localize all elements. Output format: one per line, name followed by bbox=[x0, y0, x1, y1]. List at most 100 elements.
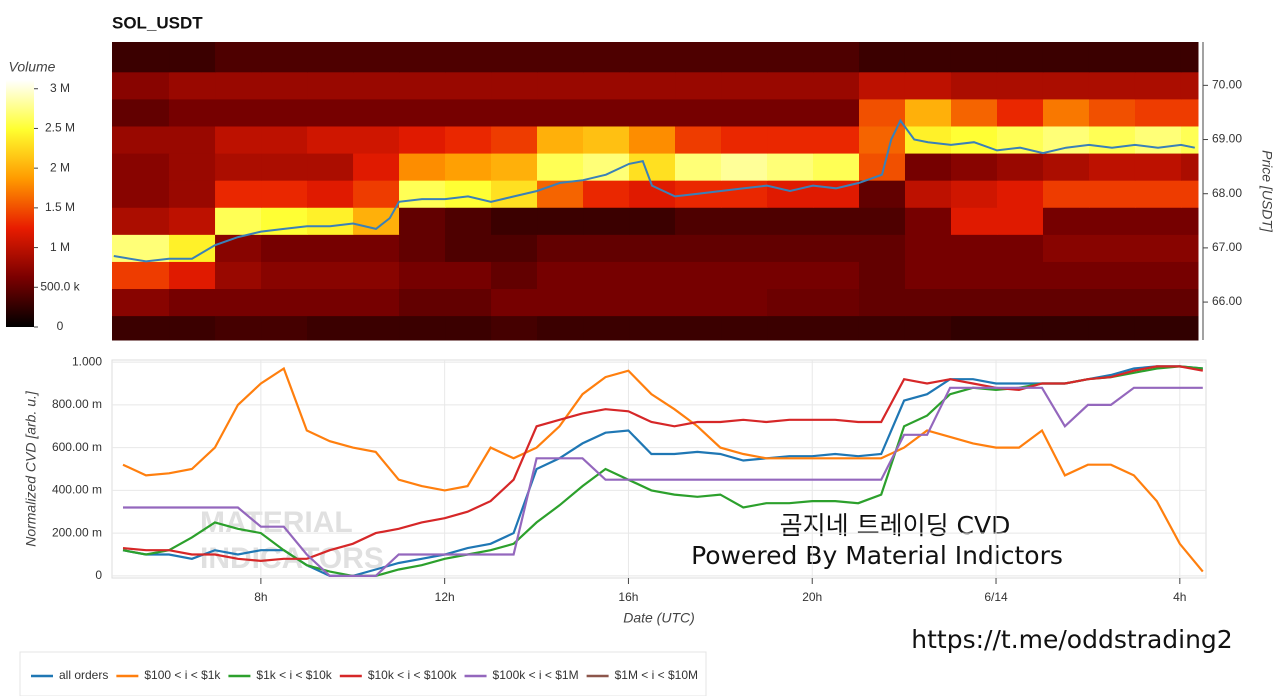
heatmap-cell bbox=[307, 42, 354, 73]
heatmap-cell bbox=[629, 288, 676, 317]
heatmap-cell bbox=[491, 315, 538, 341]
heatmap-cell bbox=[675, 153, 722, 181]
heatmap-cell bbox=[537, 98, 584, 127]
heatmap-cell bbox=[537, 180, 584, 208]
heatmap-cell bbox=[215, 71, 262, 100]
heatmap-cell bbox=[1042, 71, 1090, 100]
y-tick-label: 66.00 bbox=[1212, 294, 1242, 308]
y-tick-label: 600.00 m bbox=[52, 440, 102, 454]
heatmap-cell bbox=[767, 98, 814, 127]
heatmap-cell bbox=[169, 288, 216, 317]
heatmap-cell bbox=[353, 125, 400, 154]
heatmap-cell bbox=[445, 125, 492, 154]
heatmap-cell bbox=[491, 153, 538, 181]
y-tick-label: 400.00 m bbox=[52, 483, 102, 497]
heatmap-cell bbox=[1088, 261, 1136, 290]
heatmap-cell bbox=[629, 315, 676, 341]
heatmap-cell bbox=[112, 180, 170, 208]
heatmap-cell bbox=[261, 98, 308, 127]
cvd-line bbox=[122, 366, 1204, 573]
heatmap-cell bbox=[491, 288, 538, 317]
heatmap-cell bbox=[675, 71, 722, 100]
heatmap-cell bbox=[767, 180, 814, 208]
heatmap-cell bbox=[169, 71, 216, 100]
heatmap-cell bbox=[675, 315, 722, 341]
heatmap-cell bbox=[399, 261, 446, 290]
heatmap-cell bbox=[858, 98, 906, 127]
heatmap-cell bbox=[169, 42, 216, 73]
heatmap-cell bbox=[353, 42, 400, 73]
heatmap-cell bbox=[583, 125, 630, 154]
colorbar-label: Volume bbox=[9, 59, 56, 75]
heatmap-cell bbox=[767, 207, 814, 235]
heatmap-cell bbox=[1042, 153, 1090, 181]
heatmap-cell bbox=[1042, 234, 1090, 262]
x-tick-label: 16h bbox=[618, 590, 638, 604]
heatmap-cell bbox=[721, 71, 768, 100]
heatmap-cell bbox=[813, 71, 860, 100]
heatmap-cell bbox=[1042, 42, 1090, 73]
heatmap-cell bbox=[491, 180, 538, 208]
heatmap-cell bbox=[996, 153, 1044, 181]
y-tick-label: 70.00 bbox=[1212, 78, 1242, 92]
heatmap-cell bbox=[950, 234, 998, 262]
heatmap-cell bbox=[813, 261, 860, 290]
legend-label: $100 < i < $1k bbox=[144, 668, 221, 682]
heatmap-cell bbox=[675, 42, 722, 73]
heatmap-cell bbox=[675, 98, 722, 127]
legend-label: all orders bbox=[59, 668, 108, 682]
heatmap-cell bbox=[583, 234, 630, 262]
heatmap-cell bbox=[215, 234, 262, 262]
heatmap-cell bbox=[445, 207, 492, 235]
heatmap-cell bbox=[996, 98, 1044, 127]
heatmap-cell bbox=[1042, 98, 1090, 127]
heatmap-cell bbox=[950, 42, 998, 73]
heatmap-cell bbox=[813, 234, 860, 262]
heatmap-cell bbox=[1134, 180, 1182, 208]
heatmap-cell bbox=[491, 98, 538, 127]
heatmap-cell bbox=[1088, 180, 1136, 208]
heatmap-cell bbox=[445, 71, 492, 100]
heatmap-cell bbox=[675, 261, 722, 290]
heatmap-cell bbox=[261, 234, 308, 262]
heatmap-cell bbox=[307, 315, 354, 341]
heatmap-cell bbox=[169, 180, 216, 208]
heatmap-cell bbox=[583, 71, 630, 100]
y-tick-label: 68.00 bbox=[1212, 186, 1242, 200]
heatmap-cell bbox=[904, 315, 952, 341]
x-tick-label: 4h bbox=[1173, 590, 1186, 604]
heatmap-cell bbox=[261, 261, 308, 290]
legend-label: $100k < i < $1M bbox=[493, 668, 579, 682]
heatmap-cell bbox=[675, 207, 722, 235]
url: https://t.me/oddstrading2 bbox=[911, 625, 1232, 654]
heatmap-cell bbox=[904, 42, 952, 73]
heatmap-cell bbox=[950, 180, 998, 208]
heatmap-cell bbox=[307, 125, 354, 154]
heatmap-cell bbox=[813, 98, 860, 127]
heatmap-cell bbox=[261, 180, 308, 208]
heatmap-cell bbox=[1042, 207, 1090, 235]
heatmap-cell bbox=[445, 153, 492, 181]
heatmap-cell bbox=[721, 288, 768, 317]
heatmap-cell bbox=[353, 288, 400, 317]
heatmap-cell bbox=[112, 71, 170, 100]
heatmap-cell bbox=[353, 315, 400, 341]
heatmap-cell bbox=[399, 153, 446, 181]
heatmap-cell bbox=[491, 71, 538, 100]
heatmap-cell bbox=[537, 288, 584, 317]
heatmap-cell bbox=[1042, 261, 1090, 290]
heatmap-cell bbox=[858, 315, 906, 341]
heatmap-cell bbox=[307, 207, 354, 235]
heatmap-cell bbox=[215, 315, 262, 341]
heatmap-cell bbox=[996, 261, 1044, 290]
heatmap-cell bbox=[445, 98, 492, 127]
colorbar-tick-label: 2 M bbox=[50, 160, 70, 174]
heatmap-cell bbox=[950, 125, 998, 154]
heatmap-cell bbox=[491, 125, 538, 154]
heatmap-cell bbox=[950, 288, 998, 317]
heatmap-cell bbox=[307, 288, 354, 317]
overlay-subtitle: Powered By Material Indictors bbox=[691, 541, 1063, 570]
legend-box bbox=[19, 651, 707, 696]
heatmap-cell bbox=[307, 234, 354, 262]
y-axis-label: Normalized CVD [arb. u.] bbox=[23, 390, 39, 547]
